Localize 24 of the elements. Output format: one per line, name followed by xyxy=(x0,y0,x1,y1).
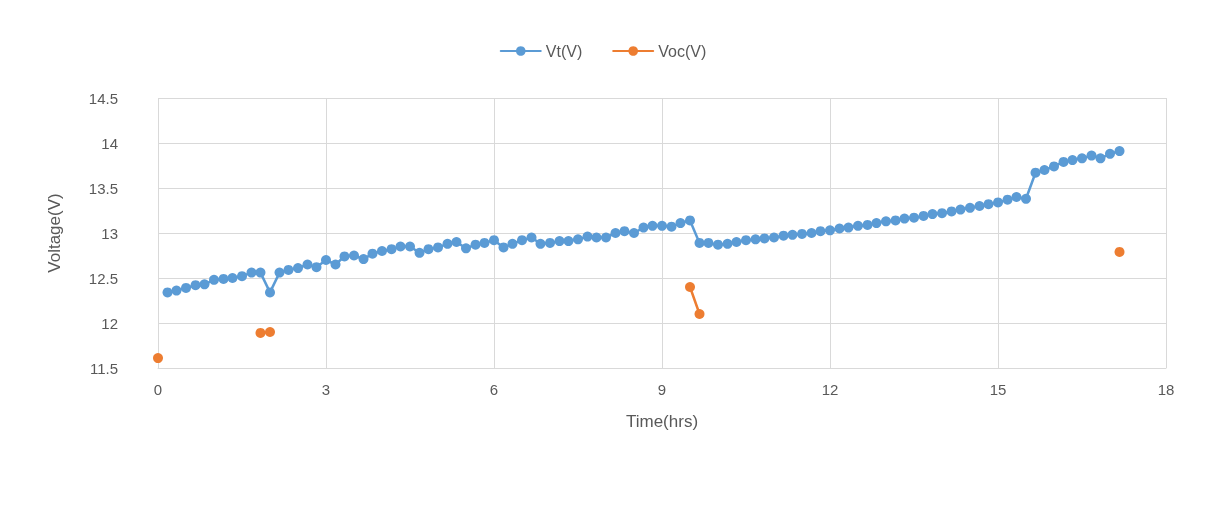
y-tick-label: 12.5 xyxy=(88,269,118,287)
y-tick-label: 14.5 xyxy=(88,89,118,107)
x-tick-label: 18 xyxy=(1157,381,1175,398)
x-tick-label: 6 xyxy=(489,381,499,398)
point xyxy=(685,282,695,292)
y-tick-label: 12 xyxy=(101,314,118,332)
x-tick-label: 12 xyxy=(821,381,839,398)
x-tick-label: 0 xyxy=(153,381,163,398)
x-tick-label: 15 xyxy=(989,381,1007,398)
point xyxy=(694,309,705,319)
legend-label: Voc(V) xyxy=(658,42,707,60)
point xyxy=(255,327,266,338)
point xyxy=(1114,246,1125,257)
y-axis-title: Voltage(V) xyxy=(45,193,64,273)
y-tick-label: 13.5 xyxy=(88,179,118,197)
x-tick-label: 9 xyxy=(657,381,667,398)
y-tick-label: 11.5 xyxy=(89,359,118,377)
y-tick-label: 13 xyxy=(101,224,118,242)
legend-label: Vt(V) xyxy=(545,42,583,60)
point xyxy=(265,327,275,337)
x-axis-title: Time(hrs) xyxy=(625,412,699,431)
y-tick-label: 14 xyxy=(101,134,118,152)
point xyxy=(153,353,163,364)
x-tick-label: 3 xyxy=(321,381,331,398)
